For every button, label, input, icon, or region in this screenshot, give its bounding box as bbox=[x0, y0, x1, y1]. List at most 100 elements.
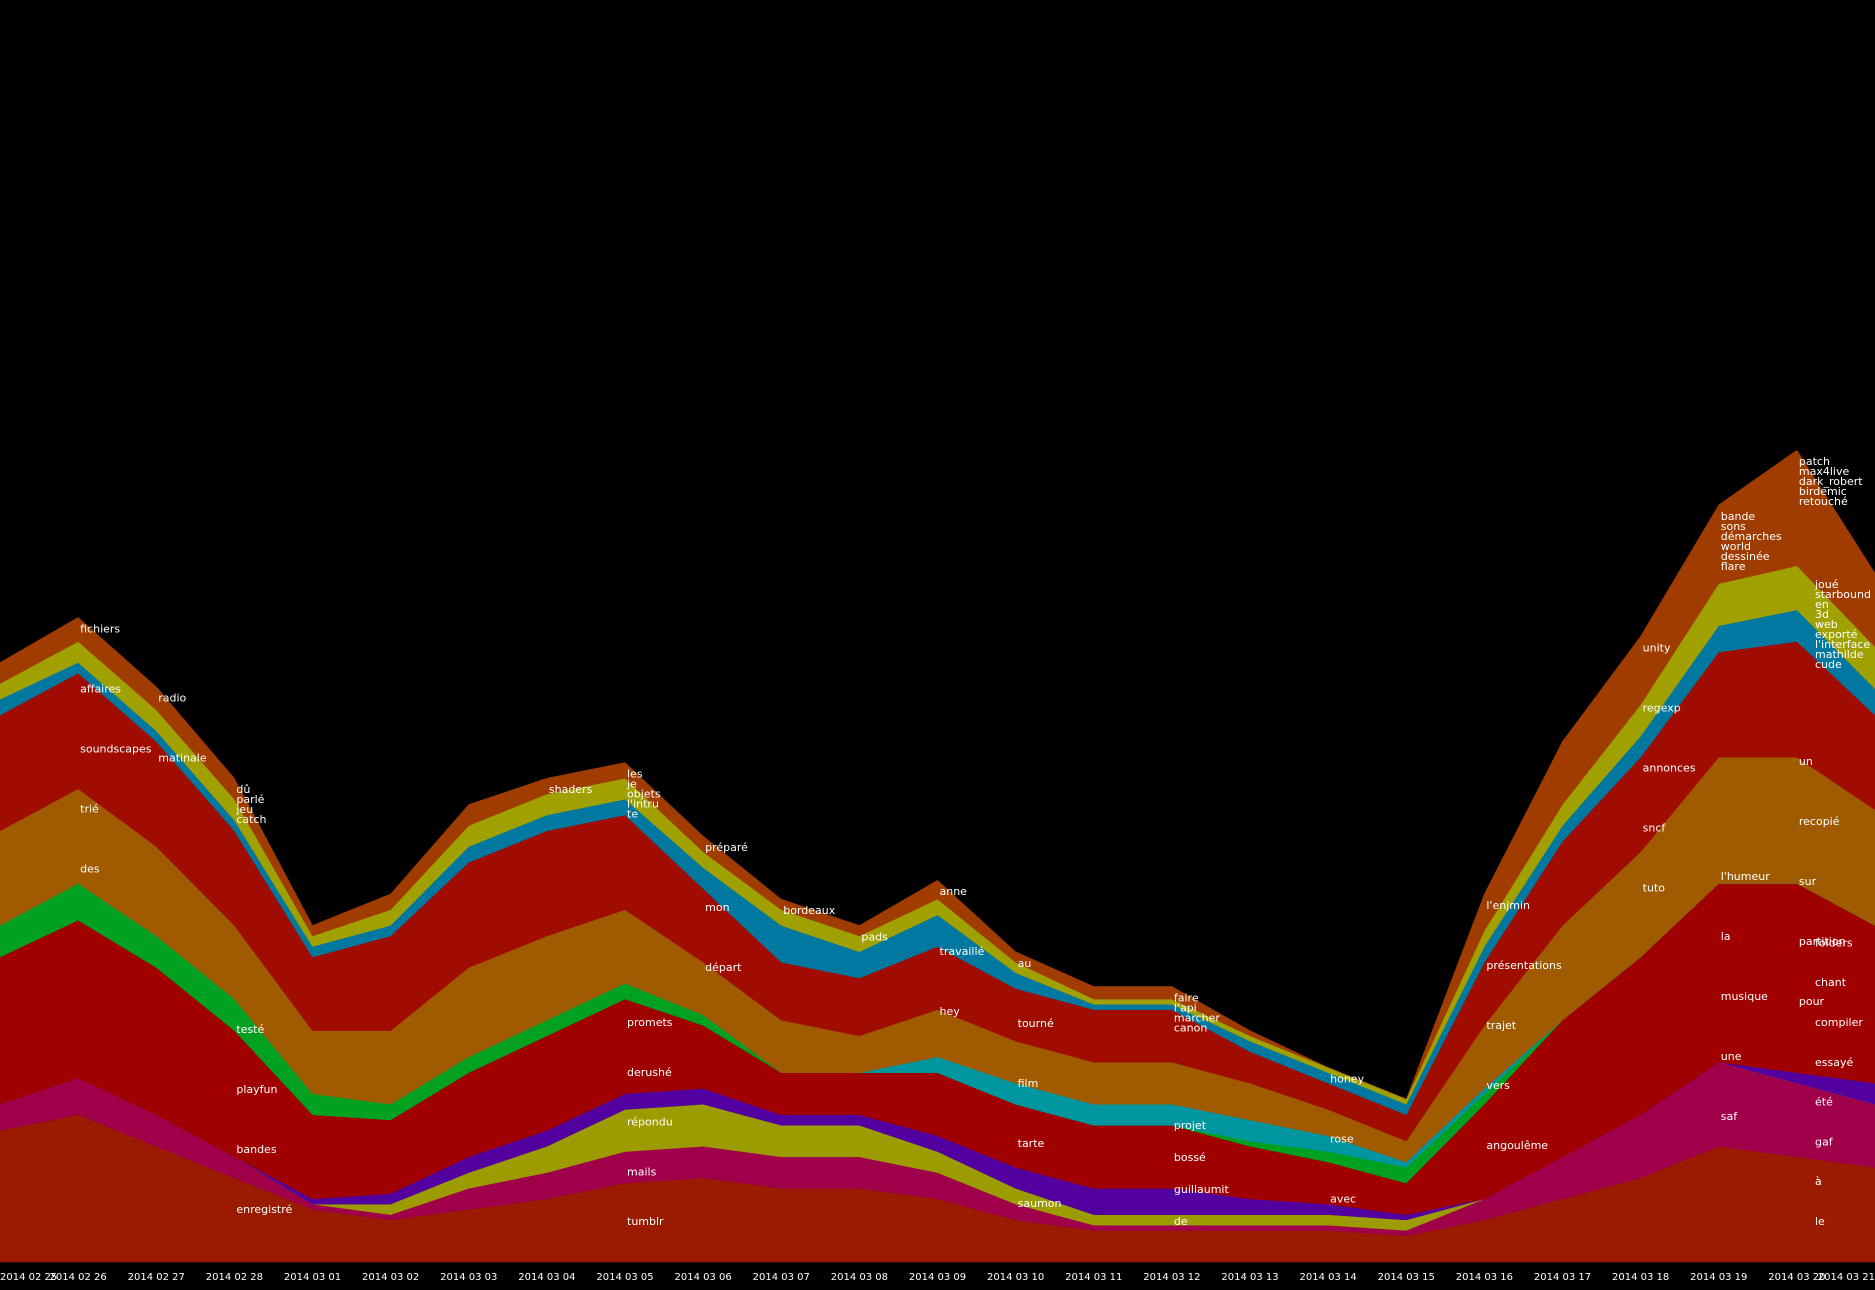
word-label: démarches bbox=[1721, 530, 1782, 543]
word-label: joué bbox=[1814, 578, 1839, 591]
date-label: 2014 02 25 bbox=[0, 1272, 57, 1283]
date-label: 2014 03 17 bbox=[1534, 1272, 1591, 1283]
word-label: l'intru bbox=[627, 797, 659, 810]
word-label: cude bbox=[1815, 658, 1842, 671]
word-label: matinale bbox=[158, 752, 207, 765]
word-label: regexp bbox=[1643, 701, 1681, 714]
word-label: dû bbox=[236, 783, 250, 796]
date-label: 2014 03 05 bbox=[596, 1272, 653, 1283]
word-label: derushé bbox=[627, 1066, 672, 1079]
date-label: 2014 03 06 bbox=[674, 1272, 731, 1283]
word-label: tuto bbox=[1643, 881, 1666, 894]
word-label: bande bbox=[1721, 510, 1756, 523]
word-label: max4live bbox=[1799, 465, 1850, 478]
date-label: 2014 03 09 bbox=[909, 1272, 966, 1283]
word-label: trajet bbox=[1486, 1019, 1516, 1032]
word-label: tumblr bbox=[627, 1215, 664, 1228]
word-label: sons bbox=[1721, 520, 1746, 533]
word-label: les bbox=[627, 767, 643, 780]
word-label: l'humeur bbox=[1721, 870, 1770, 883]
date-label: 2014 03 21 bbox=[1818, 1272, 1875, 1283]
date-label: 2014 03 03 bbox=[440, 1272, 497, 1283]
word-label: guillaumit bbox=[1174, 1183, 1230, 1196]
word-label: bossé bbox=[1174, 1151, 1206, 1164]
word-label: vers bbox=[1486, 1079, 1510, 1092]
word-label: anne bbox=[940, 885, 968, 898]
word-label: trié bbox=[80, 802, 99, 815]
word-label: mails bbox=[627, 1165, 657, 1178]
word-label: honey bbox=[1330, 1072, 1364, 1085]
word-label: tourné bbox=[1018, 1017, 1054, 1030]
word-label: soundscapes bbox=[80, 742, 152, 755]
date-label: 2014 03 08 bbox=[831, 1272, 888, 1283]
word-label: à bbox=[1815, 1175, 1822, 1188]
date-bar bbox=[0, 1262, 1875, 1290]
word-label: unity bbox=[1643, 641, 1671, 654]
word-label: marcher bbox=[1174, 1011, 1221, 1024]
word-label: une bbox=[1721, 1050, 1742, 1063]
word-label: préparé bbox=[705, 841, 748, 854]
word-label: partition bbox=[1799, 935, 1846, 948]
word-label: répondu bbox=[627, 1116, 673, 1129]
word-label: pads bbox=[861, 930, 888, 943]
word-label: film bbox=[1018, 1077, 1039, 1090]
word-label: retouché bbox=[1799, 495, 1848, 508]
word-label: affaires bbox=[80, 682, 121, 695]
date-label: 2014 03 15 bbox=[1378, 1272, 1435, 1283]
word-label: shaders bbox=[549, 783, 593, 796]
word-label: sncf bbox=[1643, 821, 1667, 834]
word-label: flare bbox=[1721, 560, 1746, 573]
word-label: un bbox=[1799, 755, 1813, 768]
word-label: de bbox=[1174, 1215, 1188, 1228]
word-label: essayé bbox=[1815, 1056, 1853, 1069]
word-label: folders bbox=[1815, 936, 1853, 949]
date-label: 2014 03 12 bbox=[1143, 1272, 1200, 1283]
word-label: hey bbox=[940, 1005, 961, 1018]
word-label: avec bbox=[1330, 1192, 1356, 1205]
word-label: 3d bbox=[1815, 608, 1829, 621]
date-label: 2014 03 18 bbox=[1612, 1272, 1669, 1283]
word-label: au bbox=[1018, 957, 1032, 970]
word-label: angoulême bbox=[1486, 1139, 1548, 1152]
date-label: 2014 03 13 bbox=[1221, 1272, 1278, 1283]
word-label: le bbox=[1815, 1215, 1825, 1228]
word-label: mathilde bbox=[1815, 648, 1864, 661]
word-label: départ bbox=[705, 961, 742, 974]
word-label: la bbox=[1721, 930, 1731, 943]
word-label: chant bbox=[1815, 976, 1847, 989]
word-label: l'enjmin bbox=[1486, 899, 1530, 912]
date-label: 2014 03 04 bbox=[518, 1272, 575, 1283]
word-label: gaf bbox=[1815, 1135, 1834, 1148]
date-label: 2014 03 14 bbox=[1299, 1272, 1356, 1283]
word-label: patch bbox=[1799, 455, 1830, 468]
word-label: parlé bbox=[236, 793, 264, 806]
word-label: pour bbox=[1799, 995, 1825, 1008]
date-label: 2014 03 19 bbox=[1690, 1272, 1747, 1283]
word-label: rose bbox=[1330, 1132, 1354, 1145]
word-label: je bbox=[626, 777, 637, 790]
word-label: en bbox=[1815, 598, 1829, 611]
word-label: bordeaux bbox=[783, 904, 836, 917]
word-label: sur bbox=[1799, 875, 1817, 888]
word-label: saf bbox=[1721, 1110, 1738, 1123]
word-label: world bbox=[1721, 540, 1751, 553]
word-label: web bbox=[1815, 618, 1838, 631]
word-label: starbound bbox=[1815, 588, 1871, 601]
word-label: bandes bbox=[236, 1143, 276, 1156]
word-label: enregistré bbox=[236, 1203, 292, 1216]
word-label: te bbox=[627, 807, 638, 820]
word-label: travaillé bbox=[940, 945, 985, 958]
stream-layer bbox=[0, 449, 1875, 1100]
date-label: 2014 03 02 bbox=[362, 1272, 419, 1283]
word-label: promets bbox=[627, 1016, 673, 1029]
word-label: des bbox=[80, 862, 100, 875]
word-label: compiler bbox=[1815, 1016, 1863, 1029]
word-label: catch bbox=[236, 813, 266, 826]
word-label: l'interface bbox=[1815, 638, 1870, 651]
word-label: dessinée bbox=[1721, 550, 1770, 563]
word-label: objets bbox=[627, 787, 661, 800]
word-label: testé bbox=[236, 1023, 264, 1036]
word-label: tarte bbox=[1018, 1137, 1045, 1150]
word-label: radio bbox=[158, 692, 186, 705]
